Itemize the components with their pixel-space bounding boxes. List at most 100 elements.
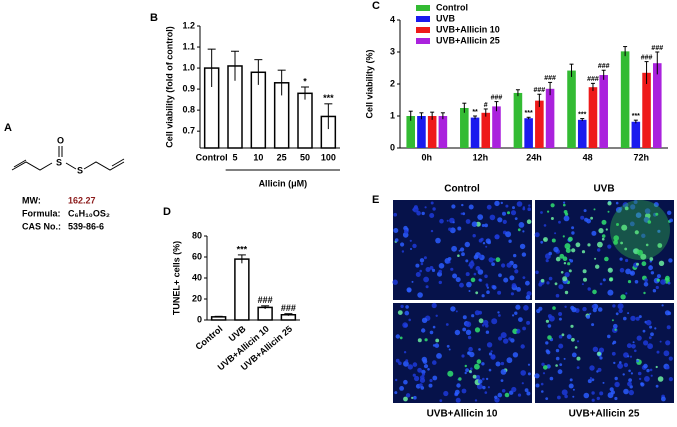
cell xyxy=(636,335,642,341)
property-value: 162.27 xyxy=(68,195,96,205)
cell xyxy=(618,308,623,314)
cell xyxy=(626,343,632,349)
cell xyxy=(601,237,605,241)
cell xyxy=(611,351,616,356)
cell xyxy=(597,241,603,248)
cell xyxy=(558,317,562,321)
cell xyxy=(655,384,659,388)
cell xyxy=(596,370,599,373)
cell xyxy=(555,293,560,298)
cell xyxy=(630,372,634,375)
x-tick-label: Control xyxy=(193,324,224,352)
cell xyxy=(640,253,647,260)
cell xyxy=(634,280,639,284)
cell xyxy=(520,370,526,376)
cell xyxy=(562,256,568,262)
cell xyxy=(518,317,523,322)
cell xyxy=(515,304,521,310)
cell xyxy=(562,235,565,238)
cell xyxy=(587,379,592,384)
cell xyxy=(435,237,441,244)
cell xyxy=(625,268,631,275)
cell xyxy=(505,231,512,238)
cell xyxy=(478,348,481,351)
cell xyxy=(571,352,577,358)
legend-label: UVB+Allicin 25 xyxy=(436,35,500,45)
cell xyxy=(661,304,664,307)
y-tick-label: 80 xyxy=(192,230,202,240)
image-label: UVB xyxy=(593,184,614,195)
cell xyxy=(464,371,467,375)
cell xyxy=(430,201,434,205)
cell xyxy=(412,243,417,249)
cell xyxy=(485,330,490,334)
y-tick-label: 3 xyxy=(390,46,395,56)
cell xyxy=(395,358,400,363)
property-value: C₆H₁₀OS₂ xyxy=(68,208,110,218)
cell xyxy=(649,368,653,372)
cell xyxy=(541,390,544,393)
cell xyxy=(547,324,552,328)
cell xyxy=(643,291,646,295)
y-tick-label: 4 xyxy=(390,14,395,24)
property-value: 539-86-6 xyxy=(68,221,104,231)
cell xyxy=(520,344,525,349)
x-tick-label: 72h xyxy=(633,152,649,162)
cell xyxy=(487,240,491,245)
x-tick-label: 5 xyxy=(232,152,237,162)
cell xyxy=(451,245,457,252)
cell xyxy=(484,274,488,279)
cell xyxy=(505,204,509,208)
cell xyxy=(485,377,489,381)
cell xyxy=(394,238,399,242)
cell xyxy=(555,356,560,361)
cell xyxy=(591,230,597,236)
cell xyxy=(492,285,497,290)
cell xyxy=(654,327,657,330)
cell xyxy=(566,334,572,340)
cell xyxy=(663,350,670,357)
cell xyxy=(559,253,565,259)
cell xyxy=(642,329,646,333)
cell xyxy=(454,329,461,336)
cell xyxy=(511,283,517,288)
cell xyxy=(669,218,673,223)
cell xyxy=(655,365,658,369)
legend-swatch xyxy=(416,5,430,11)
cell xyxy=(612,304,616,308)
cell xyxy=(490,350,493,353)
cell xyxy=(628,389,634,396)
cell xyxy=(405,359,409,363)
cell xyxy=(644,278,648,283)
cell xyxy=(625,292,628,295)
cell xyxy=(521,252,527,257)
cell xyxy=(526,291,532,297)
cell xyxy=(455,277,461,283)
cell xyxy=(447,370,454,377)
cell xyxy=(550,203,555,208)
cell xyxy=(636,262,639,266)
cell xyxy=(403,379,408,385)
cell xyxy=(657,243,663,248)
cell xyxy=(528,204,531,207)
cell xyxy=(438,269,443,274)
error-bar xyxy=(601,69,606,80)
annotation: ### xyxy=(544,75,556,82)
properties: MW: 162.27 Formula: C₆H₁₀OS₂ CAS No.: 53… xyxy=(22,195,110,231)
image-label: UVB+Allicin 25 xyxy=(569,409,640,420)
cell xyxy=(415,263,420,268)
cell xyxy=(417,292,423,298)
error-bar xyxy=(261,305,270,309)
cell xyxy=(519,243,526,250)
cell xyxy=(607,392,614,399)
cell xyxy=(615,207,622,213)
annotation: ### xyxy=(281,303,296,313)
cell xyxy=(607,267,613,273)
cell xyxy=(583,392,590,399)
cell xyxy=(622,202,629,208)
cell xyxy=(516,287,521,292)
cell xyxy=(468,204,474,210)
cell xyxy=(571,226,575,230)
cell xyxy=(617,303,624,310)
image-label: UVB+Allicin 10 xyxy=(427,409,498,420)
